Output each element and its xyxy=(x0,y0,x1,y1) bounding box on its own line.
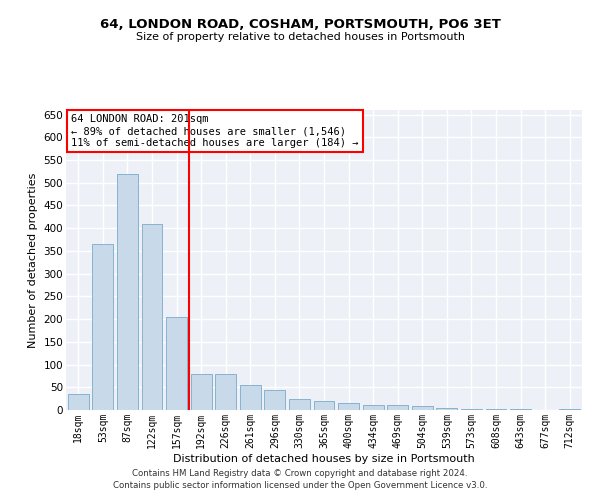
Bar xyxy=(92,244,113,410)
Bar xyxy=(68,394,89,410)
Bar xyxy=(559,408,580,410)
Bar xyxy=(510,409,531,410)
Bar xyxy=(265,390,286,410)
Text: 64 LONDON ROAD: 201sqm
← 89% of detached houses are smaller (1,546)
11% of semi-: 64 LONDON ROAD: 201sqm ← 89% of detached… xyxy=(71,114,359,148)
Text: Contains public sector information licensed under the Open Government Licence v3: Contains public sector information licen… xyxy=(113,481,487,490)
Bar xyxy=(412,406,433,410)
Bar xyxy=(289,398,310,410)
Text: Contains HM Land Registry data © Crown copyright and database right 2024.: Contains HM Land Registry data © Crown c… xyxy=(132,468,468,477)
X-axis label: Distribution of detached houses by size in Portsmouth: Distribution of detached houses by size … xyxy=(173,454,475,464)
Y-axis label: Number of detached properties: Number of detached properties xyxy=(28,172,38,348)
Bar xyxy=(142,224,163,410)
Bar xyxy=(485,408,506,410)
Bar xyxy=(338,403,359,410)
Text: Size of property relative to detached houses in Portsmouth: Size of property relative to detached ho… xyxy=(136,32,464,42)
Text: 64, LONDON ROAD, COSHAM, PORTSMOUTH, PO6 3ET: 64, LONDON ROAD, COSHAM, PORTSMOUTH, PO6… xyxy=(100,18,500,30)
Bar xyxy=(387,406,408,410)
Bar xyxy=(166,317,187,410)
Bar xyxy=(117,174,138,410)
Bar xyxy=(314,401,334,410)
Bar xyxy=(461,409,482,410)
Bar xyxy=(362,406,383,410)
Bar xyxy=(240,385,261,410)
Bar xyxy=(436,408,457,410)
Bar xyxy=(215,374,236,410)
Bar xyxy=(191,374,212,410)
